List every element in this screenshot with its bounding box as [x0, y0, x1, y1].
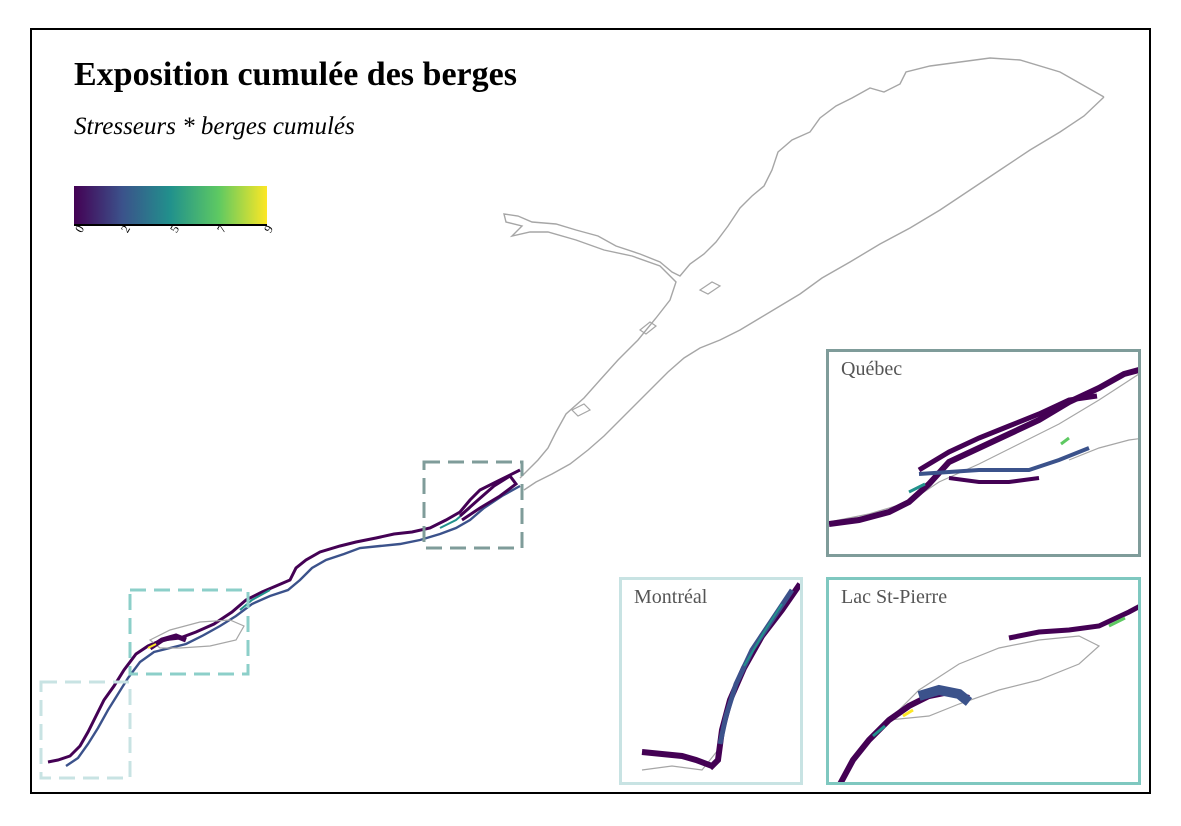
estuary-south-shore — [523, 96, 1105, 491]
legend-colorbar — [74, 186, 267, 224]
estuary-island-3 — [638, 321, 658, 335]
lacstpierre-zoom-box — [128, 588, 250, 676]
estuary-island-2 — [698, 281, 722, 295]
quebec-zoom-box — [422, 460, 524, 550]
inset-lacstpierre-map — [837, 604, 1138, 782]
estuary-island — [570, 403, 592, 417]
montreal-zoom-box — [39, 680, 132, 780]
inset-quebec: Québec — [826, 349, 1141, 557]
inset-label-lac-st-pierre: Lac St-Pierre — [841, 586, 948, 608]
lac-st-pierre-bright — [147, 643, 157, 649]
map-subtitle: Stresseurs * berges cumulés — [74, 113, 355, 140]
inset-label-quebec: Québec — [841, 358, 903, 380]
river-north-bank — [47, 468, 521, 764]
lac-st-pierre-shape — [148, 619, 245, 649]
inset-label-montreal: Montréal — [634, 586, 708, 608]
inset-montreal: Montréal — [619, 577, 803, 785]
map-title: Exposition cumulée des berges — [74, 56, 517, 93]
legend-axis — [74, 224, 267, 226]
inset-montreal-map — [641, 582, 800, 771]
river-highlight-2 — [239, 589, 271, 611]
river-south-bank — [65, 484, 521, 767]
quebec-loop — [459, 473, 519, 522]
inset-quebec-map — [829, 367, 1138, 527]
inset-lac-st-pierre: Lac St-Pierre — [826, 577, 1141, 785]
